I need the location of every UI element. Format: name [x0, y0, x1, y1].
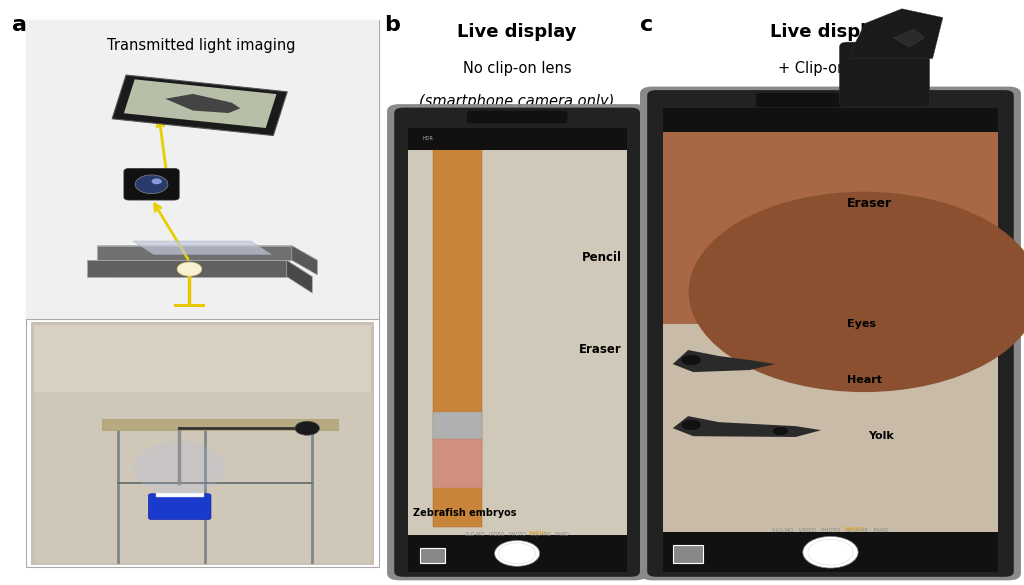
FancyBboxPatch shape: [647, 90, 1014, 577]
Text: Yolk: Yolk: [867, 431, 894, 441]
FancyBboxPatch shape: [467, 111, 567, 123]
FancyBboxPatch shape: [433, 439, 482, 488]
FancyBboxPatch shape: [663, 132, 998, 324]
FancyBboxPatch shape: [663, 324, 998, 532]
Text: Transmitted light imaging: Transmitted light imaging: [108, 38, 296, 53]
FancyBboxPatch shape: [394, 108, 640, 577]
Text: b: b: [384, 15, 400, 35]
FancyBboxPatch shape: [26, 20, 379, 567]
Text: No clip-on lens: No clip-on lens: [463, 61, 571, 77]
Text: a: a: [12, 15, 28, 35]
Text: HDR: HDR: [423, 136, 434, 141]
Polygon shape: [97, 246, 292, 260]
Text: SLO-MO   VIDEO   PHOTO   SQUARE   PANO: SLO-MO VIDEO PHOTO SQUARE PANO: [772, 527, 889, 532]
Text: Eyes: Eyes: [847, 319, 877, 329]
Circle shape: [495, 541, 540, 566]
Circle shape: [295, 421, 319, 435]
FancyBboxPatch shape: [148, 494, 211, 519]
Circle shape: [135, 175, 168, 194]
Polygon shape: [124, 80, 276, 128]
Circle shape: [689, 192, 1024, 392]
Text: Zebrafish embryos: Zebrafish embryos: [413, 508, 516, 518]
Polygon shape: [112, 75, 288, 136]
Polygon shape: [165, 94, 241, 113]
Polygon shape: [87, 260, 312, 277]
Polygon shape: [851, 9, 943, 58]
Circle shape: [499, 543, 536, 564]
Polygon shape: [292, 246, 317, 275]
Circle shape: [808, 539, 853, 565]
FancyBboxPatch shape: [34, 325, 371, 563]
FancyBboxPatch shape: [840, 42, 930, 107]
Circle shape: [803, 536, 858, 568]
Text: + Clip-on lens: + Clip-on lens: [778, 61, 881, 77]
Text: SLO-MO   VIDEO   PHOTO   SQUARE   PANO: SLO-MO VIDEO PHOTO SQUARE PANO: [465, 531, 569, 536]
Polygon shape: [87, 260, 287, 277]
Text: Heart: Heart: [847, 375, 883, 385]
Polygon shape: [174, 304, 205, 307]
FancyBboxPatch shape: [408, 535, 627, 572]
FancyBboxPatch shape: [31, 322, 374, 565]
Text: Eraser: Eraser: [579, 343, 622, 356]
FancyBboxPatch shape: [663, 108, 998, 132]
Text: c: c: [640, 15, 653, 35]
Circle shape: [133, 442, 225, 494]
Circle shape: [681, 354, 701, 366]
Text: PHOTO: PHOTO: [798, 527, 863, 532]
FancyBboxPatch shape: [26, 20, 379, 319]
FancyBboxPatch shape: [124, 168, 179, 200]
FancyBboxPatch shape: [408, 149, 627, 535]
FancyBboxPatch shape: [34, 325, 371, 392]
Polygon shape: [894, 29, 925, 47]
Polygon shape: [133, 241, 271, 254]
Polygon shape: [673, 350, 775, 372]
Polygon shape: [287, 260, 312, 293]
FancyBboxPatch shape: [433, 412, 482, 442]
Text: Live display: Live display: [770, 23, 889, 42]
FancyBboxPatch shape: [156, 493, 204, 497]
Text: Eraser: Eraser: [847, 197, 892, 210]
Text: Pencil: Pencil: [582, 251, 622, 264]
Polygon shape: [97, 246, 317, 260]
FancyBboxPatch shape: [640, 87, 1021, 580]
Text: PHOTO: PHOTO: [488, 531, 546, 536]
FancyBboxPatch shape: [408, 128, 627, 150]
FancyBboxPatch shape: [756, 93, 905, 107]
FancyBboxPatch shape: [673, 545, 703, 563]
FancyBboxPatch shape: [433, 149, 482, 526]
FancyBboxPatch shape: [663, 532, 998, 572]
Circle shape: [681, 419, 701, 431]
FancyBboxPatch shape: [387, 104, 647, 580]
FancyBboxPatch shape: [102, 419, 338, 430]
Circle shape: [177, 262, 202, 276]
Circle shape: [152, 178, 162, 184]
Circle shape: [772, 426, 788, 436]
Text: (smartphone camera only): (smartphone camera only): [420, 94, 614, 109]
FancyBboxPatch shape: [420, 548, 445, 563]
Text: Live display: Live display: [458, 23, 577, 42]
Polygon shape: [673, 416, 821, 437]
